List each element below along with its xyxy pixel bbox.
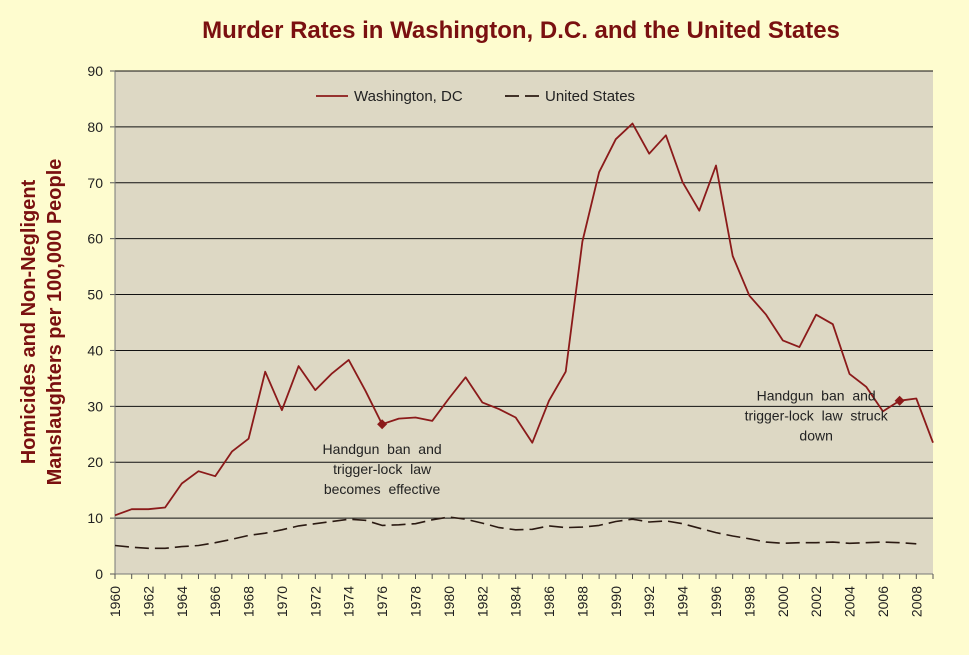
chart-title-group: Murder Rates in Washington, D.C. and the…	[202, 17, 840, 44]
y-axis-label-line-2: Manslaughters per 100,000 People	[44, 159, 66, 486]
y-tick-label: 90	[87, 63, 103, 79]
y-tick-label: 10	[87, 510, 103, 526]
x-tick-label: 1962	[140, 586, 156, 617]
x-tick-label: 1978	[407, 586, 423, 617]
annotation-effective-line-3: becomes effective	[324, 481, 441, 497]
legend: Washington, DC United States	[316, 88, 635, 105]
legend-label-dc: Washington, DC	[354, 88, 463, 105]
x-tick-label: 2000	[775, 586, 791, 617]
x-tick-label: 1964	[174, 586, 190, 617]
x-tick-label: 1970	[274, 586, 290, 617]
event-marker-1	[377, 419, 388, 430]
x-tick-label: 1968	[241, 586, 257, 617]
annotation-struck-line-3: down	[799, 428, 832, 444]
x-tick-label: 2008	[908, 586, 924, 617]
y-tick-label: 40	[87, 342, 103, 358]
annotation-struck-line-2: trigger-lock law struck	[745, 408, 889, 424]
x-tick-label: 1972	[307, 586, 323, 617]
x-tick-label: 1976	[374, 586, 390, 617]
x-tick-label: 2002	[808, 586, 824, 617]
plot-area	[115, 71, 933, 574]
y-axis-label-line-1: Homicides and Non-Negligent	[18, 179, 40, 464]
x-tick-label: 2004	[842, 586, 858, 617]
x-tick-label: 1990	[608, 586, 624, 617]
x-tick-label: 1992	[641, 586, 657, 617]
y-tick-label: 0	[95, 566, 103, 582]
x-tick-label: 1960	[107, 586, 123, 617]
x-tick-label: 1966	[207, 586, 223, 617]
x-tick-label: 2006	[875, 586, 891, 617]
x-tick-label: 1994	[675, 586, 691, 617]
series-line-washington-dc	[114, 122, 934, 517]
annotation-struck-line-1: Handgun ban and	[757, 388, 876, 404]
y-tick-labels: 0 10 20 30 40 50 60 70 80 90	[87, 63, 103, 582]
series-lines	[114, 122, 934, 550]
y-tick-label: 50	[87, 287, 103, 303]
x-tick-label: 1980	[441, 586, 457, 617]
event-marker-2	[894, 395, 905, 406]
gridlines	[110, 70, 933, 575]
y-axis-label-group: Homicides and Non-Negligent Manslaughters…	[18, 159, 66, 486]
event-markers	[377, 395, 905, 430]
y-tick-label: 30	[87, 398, 103, 414]
legend-label-us: United States	[545, 88, 635, 105]
x-tick-labels: 1960 1962 1964 1966 1968 1970 1972 1974 1976 1978…	[107, 586, 924, 617]
y-tick-label: 20	[87, 454, 103, 470]
annotation-effective-line-2: trigger-lock law	[333, 461, 432, 477]
y-tick-label: 60	[87, 231, 103, 247]
annotation-effective-line-1: Handgun ban and	[323, 441, 442, 457]
axes	[114, 71, 934, 579]
annotations: Handgun ban and trigger-lock law becomes e…	[323, 388, 889, 497]
x-tick-label: 1982	[474, 586, 490, 617]
x-tick-label: 1988	[574, 586, 590, 617]
x-tick-label: 1996	[708, 586, 724, 617]
x-tick-label: 1998	[741, 586, 757, 617]
x-tick-label: 1986	[541, 586, 557, 617]
y-tick-label: 70	[87, 175, 103, 191]
chart-title: Murder Rates in Washington, D.C. and the…	[202, 17, 840, 44]
x-tick-label: 1984	[508, 586, 524, 617]
series-line-united-states	[114, 516, 917, 550]
y-tick-label: 80	[87, 119, 103, 135]
x-tick-label: 1974	[341, 586, 357, 617]
